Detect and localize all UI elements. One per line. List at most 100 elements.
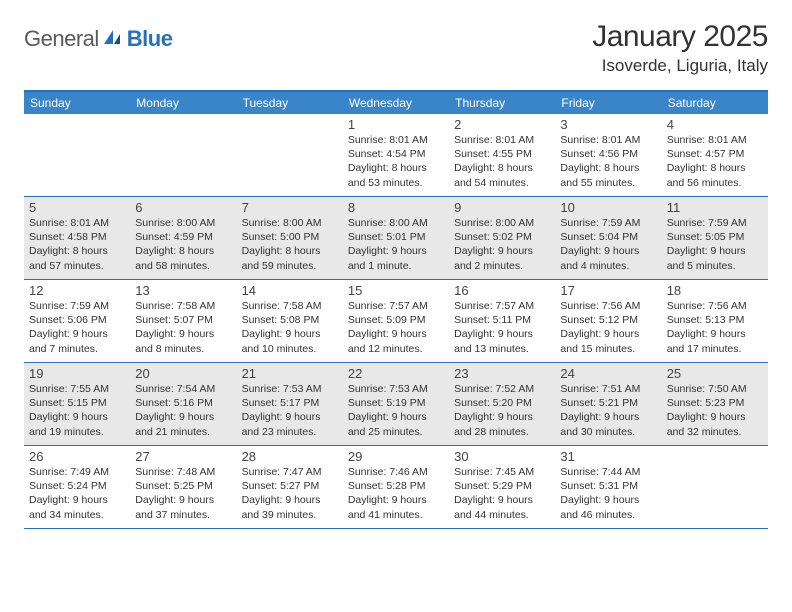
brand-general: General (24, 26, 99, 52)
brand-mark-icon (103, 28, 123, 51)
day-number: 26 (29, 449, 125, 464)
day-number: 9 (454, 200, 550, 215)
day-sun-info: Sunrise: 7:57 AMSunset: 5:11 PMDaylight:… (454, 299, 550, 356)
brand-blue: Blue (127, 26, 173, 52)
calendar-day-cell: 19Sunrise: 7:55 AMSunset: 5:15 PMDayligh… (24, 363, 130, 445)
day-sun-info: Sunrise: 7:51 AMSunset: 5:21 PMDaylight:… (560, 382, 656, 439)
day-sun-info: Sunrise: 7:56 AMSunset: 5:13 PMDaylight:… (667, 299, 763, 356)
calendar-week: 1Sunrise: 8:01 AMSunset: 4:54 PMDaylight… (24, 114, 768, 197)
day-sun-info: Sunrise: 7:49 AMSunset: 5:24 PMDaylight:… (29, 465, 125, 522)
day-sun-info: Sunrise: 7:45 AMSunset: 5:29 PMDaylight:… (454, 465, 550, 522)
calendar-week: 12Sunrise: 7:59 AMSunset: 5:06 PMDayligh… (24, 280, 768, 363)
calendar-day-cell: 22Sunrise: 7:53 AMSunset: 5:19 PMDayligh… (343, 363, 449, 445)
weekday-header: Sunday (24, 92, 130, 114)
calendar-day-cell: 25Sunrise: 7:50 AMSunset: 5:23 PMDayligh… (662, 363, 768, 445)
calendar-day-cell: 10Sunrise: 7:59 AMSunset: 5:04 PMDayligh… (555, 197, 661, 279)
day-number: 16 (454, 283, 550, 298)
calendar-day-cell: 26Sunrise: 7:49 AMSunset: 5:24 PMDayligh… (24, 446, 130, 528)
calendar-day-cell: 24Sunrise: 7:51 AMSunset: 5:21 PMDayligh… (555, 363, 661, 445)
calendar-table: SundayMondayTuesdayWednesdayThursdayFrid… (24, 90, 768, 529)
weekday-header: Thursday (449, 92, 555, 114)
day-number: 7 (242, 200, 338, 215)
calendar-day-cell: 28Sunrise: 7:47 AMSunset: 5:27 PMDayligh… (237, 446, 343, 528)
calendar-day-cell: 1Sunrise: 8:01 AMSunset: 4:54 PMDaylight… (343, 114, 449, 196)
day-number: 13 (135, 283, 231, 298)
calendar-day-cell: 2Sunrise: 8:01 AMSunset: 4:55 PMDaylight… (449, 114, 555, 196)
day-sun-info: Sunrise: 7:55 AMSunset: 5:15 PMDaylight:… (29, 382, 125, 439)
day-sun-info: Sunrise: 8:01 AMSunset: 4:56 PMDaylight:… (560, 133, 656, 190)
day-sun-info: Sunrise: 7:48 AMSunset: 5:25 PMDaylight:… (135, 465, 231, 522)
day-sun-info: Sunrise: 7:58 AMSunset: 5:08 PMDaylight:… (242, 299, 338, 356)
day-sun-info: Sunrise: 8:00 AMSunset: 4:59 PMDaylight:… (135, 216, 231, 273)
day-sun-info: Sunrise: 7:58 AMSunset: 5:07 PMDaylight:… (135, 299, 231, 356)
day-sun-info: Sunrise: 7:59 AMSunset: 5:04 PMDaylight:… (560, 216, 656, 273)
calendar-day-cell: 6Sunrise: 8:00 AMSunset: 4:59 PMDaylight… (130, 197, 236, 279)
calendar-day-cell: 21Sunrise: 7:53 AMSunset: 5:17 PMDayligh… (237, 363, 343, 445)
calendar-day-cell: 14Sunrise: 7:58 AMSunset: 5:08 PMDayligh… (237, 280, 343, 362)
brand-logo: General Blue (24, 20, 172, 52)
weekday-header: Wednesday (343, 92, 449, 114)
day-sun-info: Sunrise: 7:52 AMSunset: 5:20 PMDaylight:… (454, 382, 550, 439)
day-number: 20 (135, 366, 231, 381)
month-title: January 2025 (592, 20, 768, 54)
calendar-day-cell: 31Sunrise: 7:44 AMSunset: 5:31 PMDayligh… (555, 446, 661, 528)
day-sun-info: Sunrise: 7:59 AMSunset: 5:06 PMDaylight:… (29, 299, 125, 356)
day-number: 14 (242, 283, 338, 298)
calendar-day-cell: 16Sunrise: 7:57 AMSunset: 5:11 PMDayligh… (449, 280, 555, 362)
calendar-day-cell: 13Sunrise: 7:58 AMSunset: 5:07 PMDayligh… (130, 280, 236, 362)
day-sun-info: Sunrise: 7:50 AMSunset: 5:23 PMDaylight:… (667, 382, 763, 439)
day-sun-info: Sunrise: 8:01 AMSunset: 4:58 PMDaylight:… (29, 216, 125, 273)
calendar-week: 5Sunrise: 8:01 AMSunset: 4:58 PMDaylight… (24, 197, 768, 280)
day-number: 22 (348, 366, 444, 381)
calendar-day-cell: 17Sunrise: 7:56 AMSunset: 5:12 PMDayligh… (555, 280, 661, 362)
day-sun-info: Sunrise: 8:01 AMSunset: 4:54 PMDaylight:… (348, 133, 444, 190)
calendar-empty-cell (237, 114, 343, 196)
day-sun-info: Sunrise: 7:53 AMSunset: 5:19 PMDaylight:… (348, 382, 444, 439)
day-number: 31 (560, 449, 656, 464)
calendar-day-cell: 3Sunrise: 8:01 AMSunset: 4:56 PMDaylight… (555, 114, 661, 196)
day-number: 15 (348, 283, 444, 298)
day-sun-info: Sunrise: 7:46 AMSunset: 5:28 PMDaylight:… (348, 465, 444, 522)
day-number: 8 (348, 200, 444, 215)
day-sun-info: Sunrise: 8:00 AMSunset: 5:01 PMDaylight:… (348, 216, 444, 273)
calendar-day-cell: 18Sunrise: 7:56 AMSunset: 5:13 PMDayligh… (662, 280, 768, 362)
day-number: 27 (135, 449, 231, 464)
location-text: Isoverde, Liguria, Italy (592, 56, 768, 76)
day-sun-info: Sunrise: 7:57 AMSunset: 5:09 PMDaylight:… (348, 299, 444, 356)
calendar-day-cell: 20Sunrise: 7:54 AMSunset: 5:16 PMDayligh… (130, 363, 236, 445)
calendar-day-cell: 7Sunrise: 8:00 AMSunset: 5:00 PMDaylight… (237, 197, 343, 279)
title-block: January 2025 Isoverde, Liguria, Italy (592, 20, 768, 76)
calendar-empty-cell (24, 114, 130, 196)
day-number: 21 (242, 366, 338, 381)
day-number: 19 (29, 366, 125, 381)
day-number: 25 (667, 366, 763, 381)
day-sun-info: Sunrise: 7:47 AMSunset: 5:27 PMDaylight:… (242, 465, 338, 522)
day-number: 17 (560, 283, 656, 298)
day-sun-info: Sunrise: 7:56 AMSunset: 5:12 PMDaylight:… (560, 299, 656, 356)
day-number: 29 (348, 449, 444, 464)
day-number: 30 (454, 449, 550, 464)
day-number: 2 (454, 117, 550, 132)
day-sun-info: Sunrise: 8:01 AMSunset: 4:55 PMDaylight:… (454, 133, 550, 190)
day-number: 10 (560, 200, 656, 215)
calendar-day-cell: 15Sunrise: 7:57 AMSunset: 5:09 PMDayligh… (343, 280, 449, 362)
day-sun-info: Sunrise: 8:00 AMSunset: 5:02 PMDaylight:… (454, 216, 550, 273)
calendar-day-cell: 23Sunrise: 7:52 AMSunset: 5:20 PMDayligh… (449, 363, 555, 445)
day-sun-info: Sunrise: 7:44 AMSunset: 5:31 PMDaylight:… (560, 465, 656, 522)
day-number: 5 (29, 200, 125, 215)
day-sun-info: Sunrise: 7:59 AMSunset: 5:05 PMDaylight:… (667, 216, 763, 273)
day-sun-info: Sunrise: 7:54 AMSunset: 5:16 PMDaylight:… (135, 382, 231, 439)
weekday-header: Tuesday (237, 92, 343, 114)
calendar-day-cell: 12Sunrise: 7:59 AMSunset: 5:06 PMDayligh… (24, 280, 130, 362)
day-number: 12 (29, 283, 125, 298)
calendar-day-cell: 8Sunrise: 8:00 AMSunset: 5:01 PMDaylight… (343, 197, 449, 279)
calendar-empty-cell (130, 114, 236, 196)
day-sun-info: Sunrise: 8:01 AMSunset: 4:57 PMDaylight:… (667, 133, 763, 190)
weekday-header-row: SundayMondayTuesdayWednesdayThursdayFrid… (24, 92, 768, 114)
calendar-day-cell: 29Sunrise: 7:46 AMSunset: 5:28 PMDayligh… (343, 446, 449, 528)
day-sun-info: Sunrise: 7:53 AMSunset: 5:17 PMDaylight:… (242, 382, 338, 439)
day-number: 3 (560, 117, 656, 132)
weekday-header: Monday (130, 92, 236, 114)
calendar-body: 1Sunrise: 8:01 AMSunset: 4:54 PMDaylight… (24, 114, 768, 529)
day-number: 24 (560, 366, 656, 381)
